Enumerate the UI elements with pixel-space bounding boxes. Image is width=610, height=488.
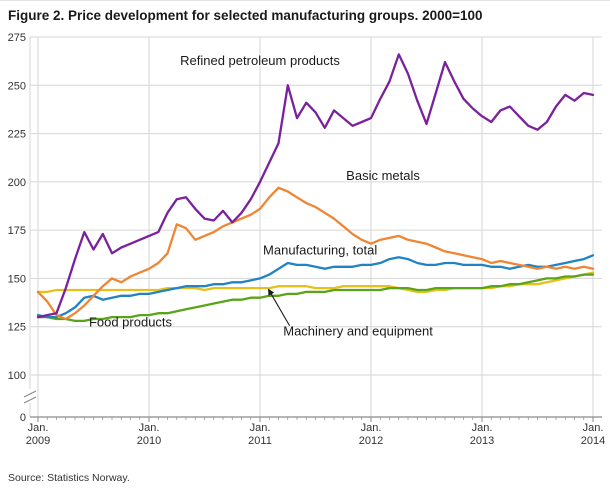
series-label-refined-petroleum-products: Refined petroleum products [180,53,340,68]
source-note: Source: Statistics Norway. [8,472,130,484]
y-axis-tick-label: 125 [8,322,26,334]
x-axis-year-label: 2009 [26,435,50,447]
series-label-basic-metals: Basic metals [346,168,420,183]
series-label-machinery-and-equipment: Machinery and equipment [283,323,433,338]
y-axis-tick-label: 175 [8,225,26,237]
y-axis-tick-label: 150 [8,273,26,285]
series-line-basic-metals [36,186,595,321]
series-line-manufacturing-total [36,254,595,319]
axis-break-slash [23,390,37,398]
y-axis-tick-label: 100 [8,370,26,382]
axis-break-slash [23,396,37,404]
x-axis-month-label: Jan. [139,422,160,434]
series-line-refined-petroleum-products [36,53,595,319]
x-axis-month-label: Jan. [472,422,493,434]
y-axis-tick-label: 250 [8,80,26,92]
x-axis-month-label: Jan. [250,422,271,434]
y-axis-zero-label: 0 [20,412,26,424]
machinery-annotation-arrow [267,288,291,327]
x-axis-month-label: Jan. [361,422,382,434]
y-axis-tick-label: 200 [8,177,26,189]
figure-title: Figure 2. Price development for selected… [8,8,483,23]
x-axis-year-label: 2010 [137,435,161,447]
axis-break-mask [24,389,36,403]
x-axis-month-label: Jan. [583,422,604,434]
x-axis-year-label: 2014 [581,435,605,447]
y-axis-tick-label: 225 [8,129,26,141]
x-axis-month-label: Jan. [28,422,49,434]
x-axis-year-label: 2013 [470,435,494,447]
x-axis-year-label: 2011 [248,435,272,447]
series-line-machinery-and-equipment [36,273,595,323]
price-development-line-chart: 2752502252001751501251000Jan.2009Jan.201… [8,32,606,447]
y-axis-tick-label: 275 [8,32,26,44]
series-label-food-products: Food products [89,315,173,330]
x-axis-year-label: 2012 [359,435,383,447]
series-label-manufacturing-total: Manufacturing, total [263,242,377,257]
